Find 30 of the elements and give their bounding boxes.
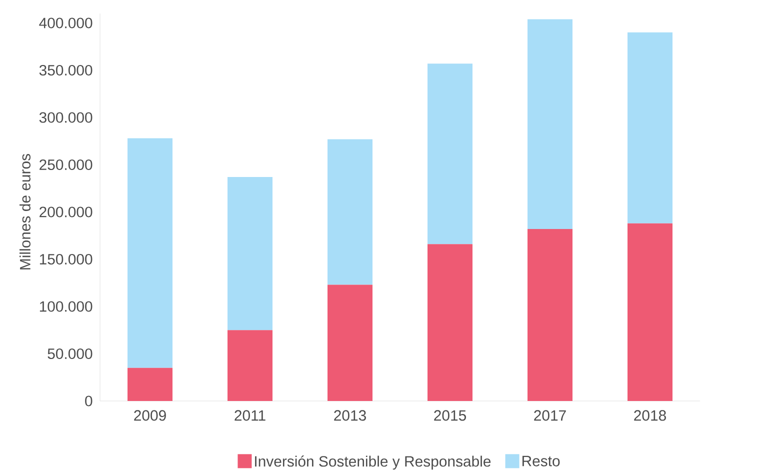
y-tick-label: 100.000 <box>40 301 92 312</box>
y-tick-label: 350.000 <box>39 64 92 76</box>
bar <box>528 19 573 229</box>
y-tick-label: 400.000 <box>39 18 92 28</box>
x-tick-label: 2017 <box>534 410 566 421</box>
y-tick-label: 300.000 <box>39 112 92 123</box>
bar <box>428 244 473 401</box>
bar <box>628 32 673 224</box>
x-tick-label: 2011 <box>234 410 266 421</box>
bar <box>428 64 473 244</box>
x-tick-label: 2015 <box>434 410 466 421</box>
bar <box>128 138 173 368</box>
bar <box>628 223 673 401</box>
y-tick-label: 150.000 <box>40 254 92 265</box>
bar <box>128 368 173 401</box>
bar <box>328 284 373 401</box>
y-tick-label: 200.000 <box>40 206 92 218</box>
x-tick-label: 2018 <box>634 410 666 421</box>
legend-label: Resto <box>522 456 560 466</box>
legend-label: Inversión Sostenible y Responsable <box>255 456 491 470</box>
bar <box>528 228 573 401</box>
y-tick-label: 250.000 <box>40 159 92 170</box>
x-tick-label: 2013 <box>334 410 366 421</box>
bar <box>228 177 273 330</box>
bar <box>328 139 373 285</box>
y-axis-title: Millones de euros <box>20 154 30 270</box>
bar <box>228 330 273 401</box>
x-tick-label: 2009 <box>134 410 166 421</box>
y-tick-label: 0 <box>85 396 92 406</box>
y-tick-label: 50.000 <box>48 348 92 360</box>
